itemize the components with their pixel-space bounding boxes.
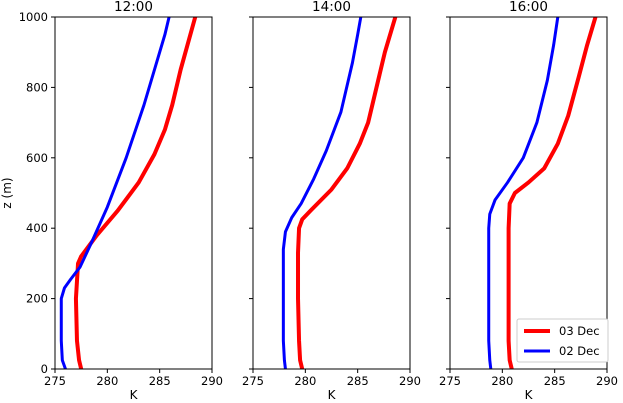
legend-label-02-dec: 02 Dec — [559, 344, 600, 358]
series-line-02-dec-panel-2 — [281, 17, 363, 369]
legend: 03 Dec 02 Dec — [516, 318, 609, 363]
x-tick-label-panel-3: 275 — [439, 374, 461, 388]
x-tick-label-panel-3: 290 — [596, 374, 618, 388]
panel-title-2: 14:00 — [312, 0, 351, 15]
y-tick-label: 200 — [26, 292, 48, 306]
x-tick-label-panel-1: 285 — [149, 374, 171, 388]
panel-title-1: 12:00 — [114, 0, 153, 15]
series-line-03-dec-panel-3 — [506, 17, 598, 369]
legend-label-03-dec: 03 Dec — [559, 324, 600, 338]
panel-title-3: 16:00 — [509, 0, 548, 15]
x-tick-label-panel-3: 285 — [544, 374, 566, 388]
y-axis-label: z (m) — [0, 177, 14, 208]
x-tick-label-panel-2: 290 — [399, 374, 421, 388]
x-axis-label-panel-3: K — [525, 388, 534, 402]
panel-frame-3 — [449, 16, 608, 370]
panel-frame-1 — [54, 16, 213, 370]
x-axis-label-panel-2: K — [328, 388, 337, 402]
series-line-02-dec-panel-1 — [59, 17, 171, 369]
x-axis-label-panel-1: K — [130, 388, 139, 402]
series-line-03-dec-panel-2 — [296, 17, 398, 369]
x-tick-label-panel-1: 290 — [201, 374, 223, 388]
x-tick-label-panel-2: 285 — [347, 374, 369, 388]
y-tick-label: 0 — [41, 362, 48, 376]
x-tick-label-panel-3: 280 — [491, 374, 513, 388]
x-tick-label-panel-1: 275 — [44, 374, 66, 388]
x-tick-label-panel-1: 280 — [96, 374, 118, 388]
panel-3: 275 280 285 290 K 16:00 — [439, 0, 618, 402]
series-line-03-dec-panel-1 — [73, 17, 198, 369]
x-tick-label-panel-2: 280 — [294, 374, 316, 388]
panel-2: 275 280 285 290 K 14:00 — [242, 0, 421, 402]
x-tick-label-panel-2: 275 — [242, 374, 264, 388]
series-line-02-dec-panel-3 — [487, 17, 560, 369]
panel-1: 275 280 285 290 0 200 400 600 800 1000 K 12:00 — [19, 0, 223, 402]
y-tick-label: 400 — [26, 221, 48, 235]
y-tick-label: 1000 — [19, 10, 48, 24]
panel-frame-2 — [252, 16, 411, 370]
y-tick-label: 800 — [26, 80, 48, 94]
y-tick-label: 600 — [26, 151, 48, 165]
